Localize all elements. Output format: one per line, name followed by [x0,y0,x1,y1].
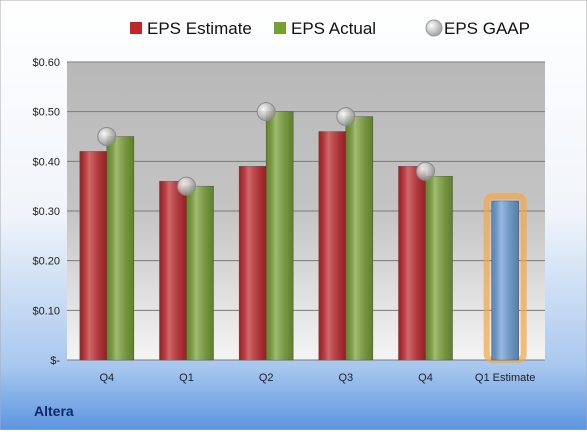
bar-shine [79,151,107,360]
bar-shine [345,116,373,360]
y-tick-label: $0.10 [32,305,60,317]
x-tick-label: Q4 [418,372,433,384]
bar-shine [239,166,267,360]
y-tick-label: $- [50,355,60,367]
bar-shine [106,136,134,360]
bar-shine [425,176,453,360]
bar-shine [318,131,346,360]
y-tick-label: $0.60 [32,57,60,69]
x-tick-label: Q1 Estimate [475,372,536,384]
legend-marker [274,22,286,34]
y-tick-label: $0.40 [32,156,60,168]
x-tick-label: Q4 [99,372,114,384]
gaap-marker [416,161,435,181]
bar-shine [491,201,519,360]
x-tick-label: Q2 [259,372,274,384]
legend-marker [130,22,142,34]
legend-label: EPS Estimate [147,19,252,38]
bar-shine [186,186,214,360]
legend-marker [425,19,443,37]
y-tick-label: $0.50 [32,107,60,119]
gaap-marker [336,107,356,127]
y-tick-label: $0.20 [32,256,60,268]
x-tick-label: Q3 [338,372,353,384]
gaap-marker [177,176,196,196]
x-tick-label: Q1 [179,372,194,384]
y-tick-label: $0.30 [32,206,60,218]
bar-shine [159,181,187,360]
gaap-marker [97,127,117,146]
legend-label: EPS GAAP [444,19,530,38]
chart-title: Altera [34,403,74,419]
gaap-marker [256,102,276,122]
bar-shine [266,111,294,361]
bar-shine [398,166,426,360]
legend-label: EPS Actual [291,19,376,38]
